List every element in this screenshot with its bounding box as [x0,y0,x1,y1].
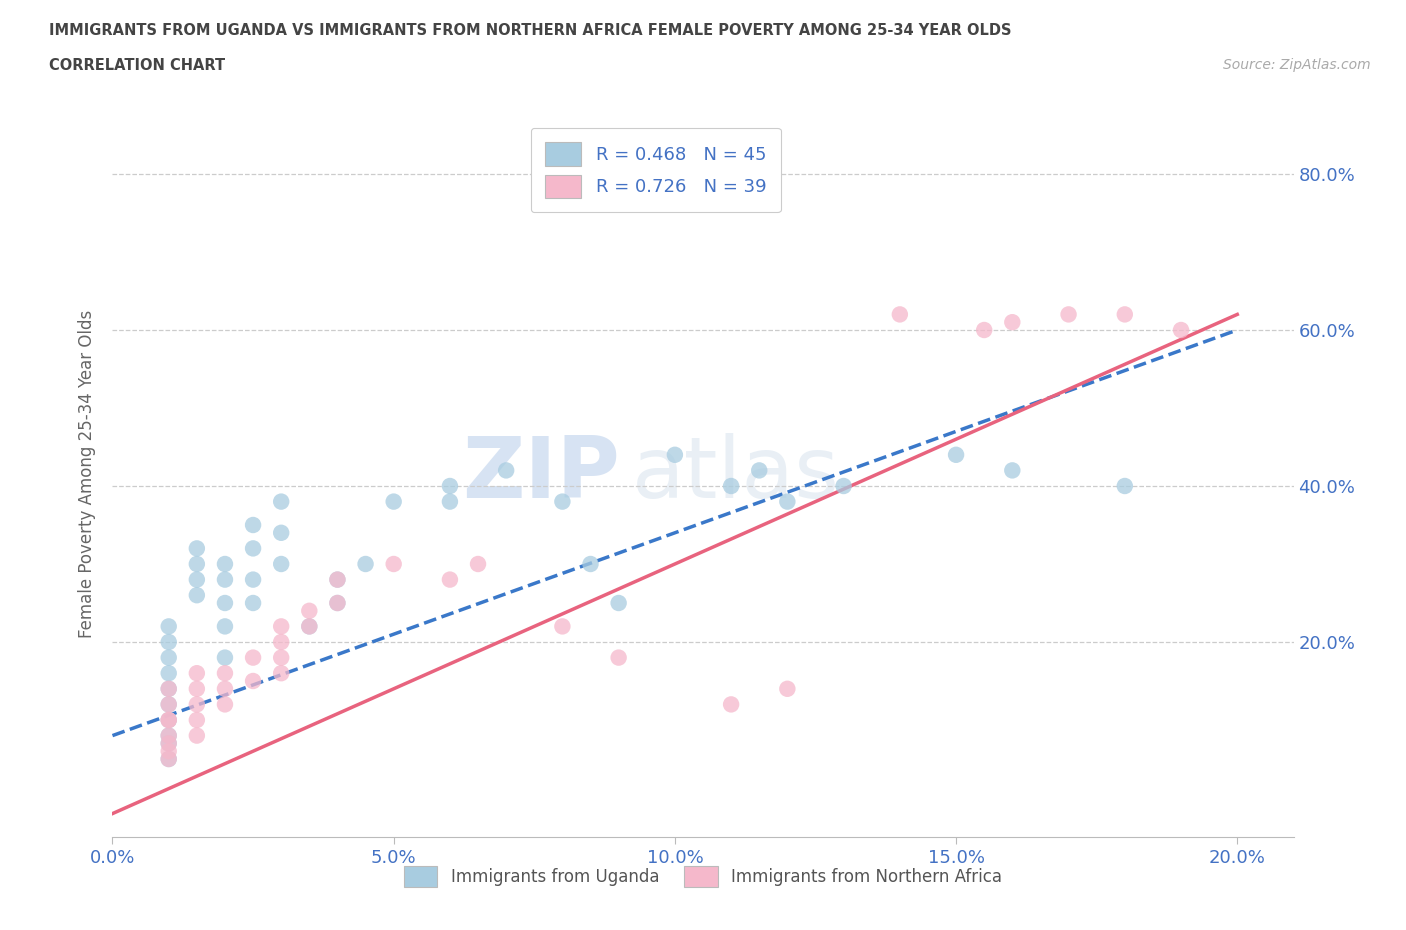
Point [439,479,461,494]
Point [270,556,292,571]
Point [832,479,855,494]
Point [186,728,208,743]
Point [242,673,264,688]
Point [157,666,180,681]
Point [157,697,180,711]
Point [1170,323,1192,338]
Point [607,595,630,610]
Point [157,712,180,727]
Point [270,525,292,540]
Point [186,697,208,711]
Point [298,619,321,634]
Point [157,728,180,743]
Point [326,595,349,610]
Point [214,666,236,681]
Point [214,556,236,571]
Point [186,666,208,681]
Text: CORRELATION CHART: CORRELATION CHART [49,58,225,73]
Point [326,572,349,587]
Point [270,494,292,509]
Point [157,736,180,751]
Point [1114,479,1136,494]
Point [186,572,208,587]
Point [298,619,321,634]
Point [157,751,180,766]
Point [157,712,180,727]
Point [326,595,349,610]
Point [776,494,799,509]
Point [354,556,377,571]
Point [973,323,995,338]
Point [551,619,574,634]
Point [439,572,461,587]
Point [1114,307,1136,322]
Legend: Immigrants from Uganda, Immigrants from Northern Africa: Immigrants from Uganda, Immigrants from … [398,859,1008,894]
Point [382,494,405,509]
Point [495,463,517,478]
Point [664,447,686,462]
Point [889,307,911,322]
Point [186,682,208,697]
Point [157,650,180,665]
Point [214,682,236,697]
Point [214,619,236,634]
Point [157,619,180,634]
Point [157,634,180,649]
Point [551,494,574,509]
Point [776,682,799,697]
Text: Source: ZipAtlas.com: Source: ZipAtlas.com [1223,58,1371,72]
Point [326,572,349,587]
Point [467,556,489,571]
Point [157,728,180,743]
Point [242,541,264,556]
Y-axis label: Female Poverty Among 25-34 Year Olds: Female Poverty Among 25-34 Year Olds [77,311,96,638]
Point [720,479,742,494]
Point [270,634,292,649]
Point [298,604,321,618]
Point [242,650,264,665]
Point [157,712,180,727]
Point [1001,463,1024,478]
Point [1001,314,1024,329]
Point [186,541,208,556]
Point [157,682,180,697]
Point [579,556,602,571]
Point [157,751,180,766]
Point [157,682,180,697]
Point [186,556,208,571]
Point [748,463,770,478]
Point [439,494,461,509]
Point [270,650,292,665]
Point [214,697,236,711]
Point [1057,307,1080,322]
Point [242,518,264,533]
Point [157,736,180,751]
Point [157,744,180,759]
Point [157,697,180,711]
Text: atlas: atlas [633,432,841,516]
Text: IMMIGRANTS FROM UGANDA VS IMMIGRANTS FROM NORTHERN AFRICA FEMALE POVERTY AMONG 2: IMMIGRANTS FROM UGANDA VS IMMIGRANTS FRO… [49,23,1012,38]
Point [945,447,967,462]
Text: ZIP: ZIP [463,432,620,516]
Point [382,556,405,571]
Point [214,650,236,665]
Point [607,650,630,665]
Point [270,666,292,681]
Point [186,588,208,603]
Point [214,595,236,610]
Point [270,619,292,634]
Point [186,712,208,727]
Point [242,595,264,610]
Point [720,697,742,711]
Point [242,572,264,587]
Point [214,572,236,587]
